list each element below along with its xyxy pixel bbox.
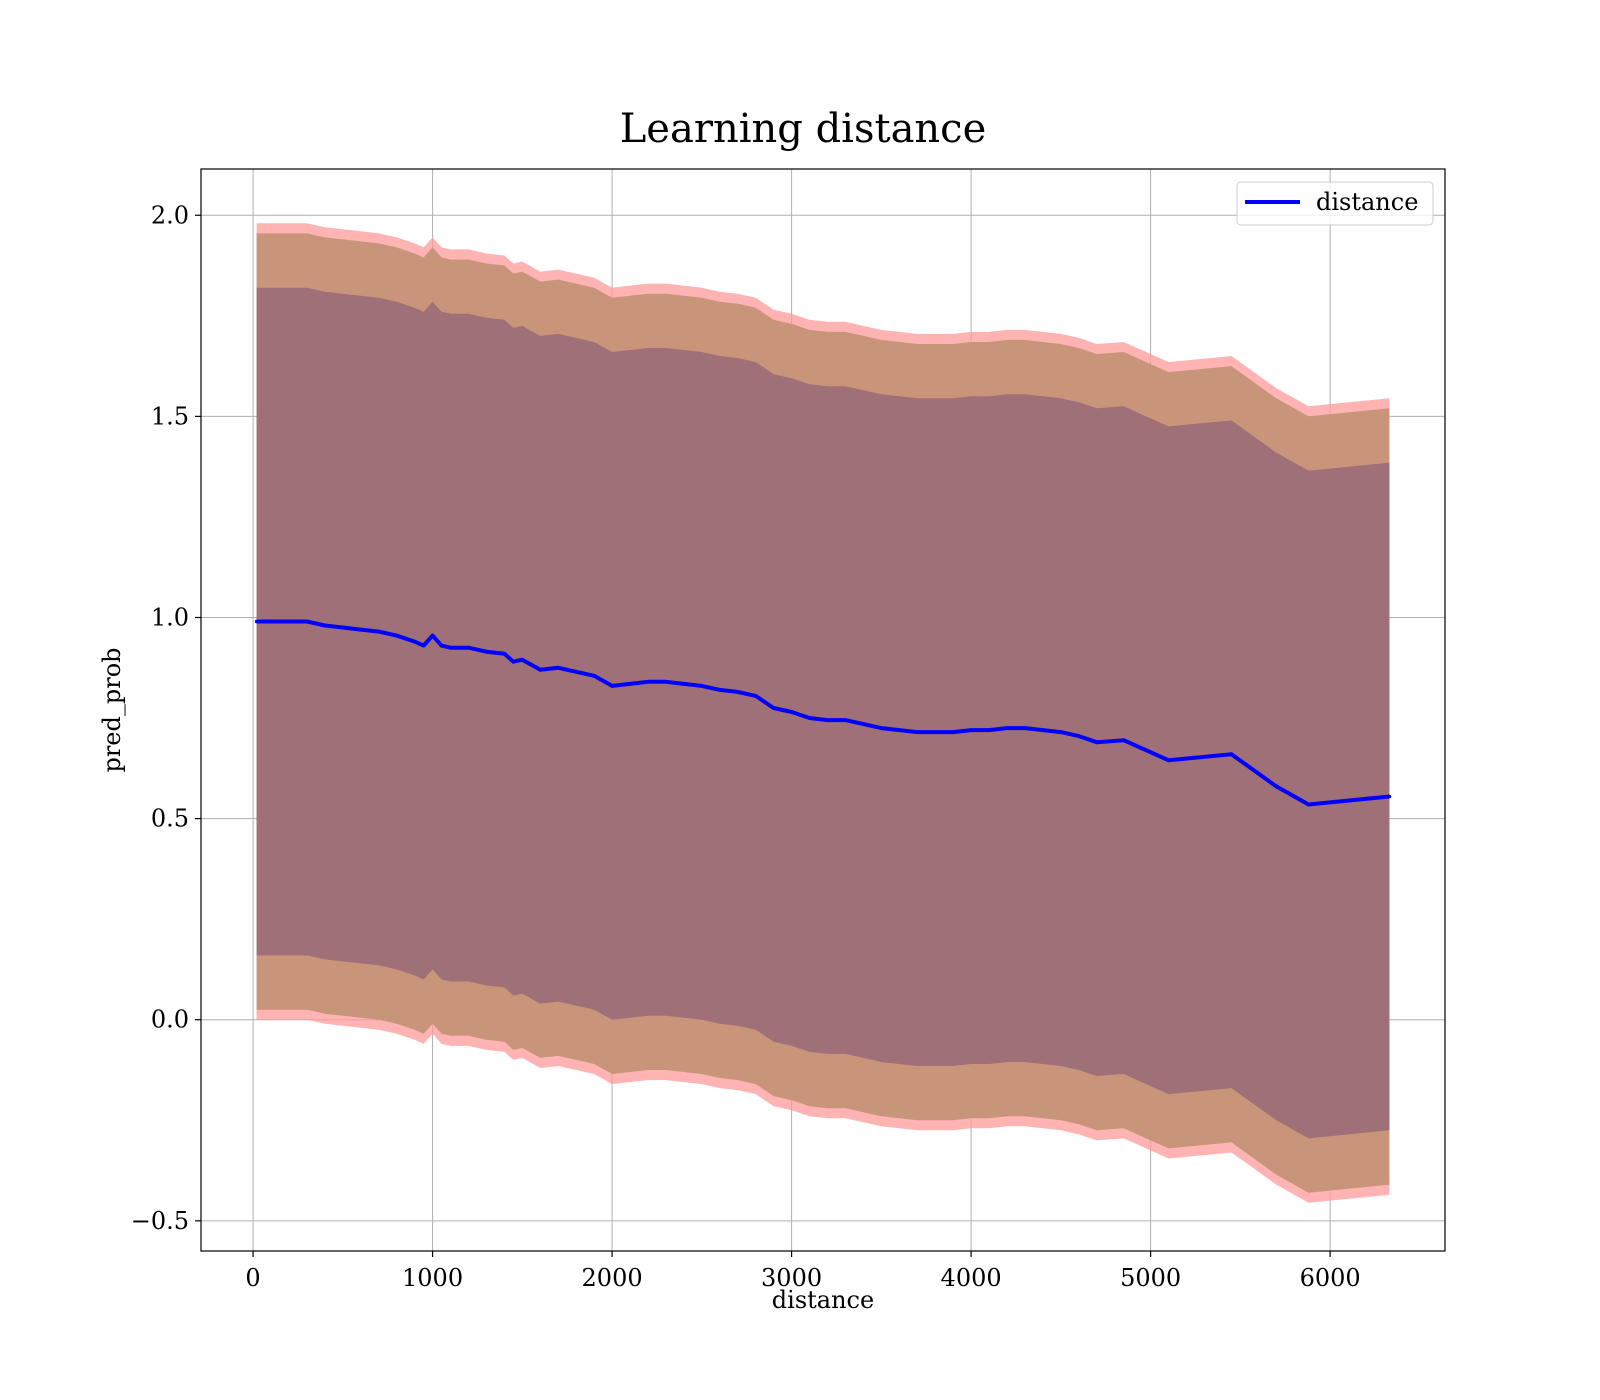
data-point (879, 726, 884, 730)
data-point (700, 684, 704, 688)
data-point (1274, 784, 1279, 789)
x-tick-label: 3000 (761, 1264, 822, 1292)
data-point (771, 706, 776, 710)
data-point (448, 645, 453, 650)
data-point (484, 649, 489, 654)
data-point (323, 623, 327, 628)
data-point (1005, 726, 1009, 730)
x-tick-label: 1000 (402, 1264, 463, 1292)
data-point (538, 668, 543, 672)
inner-band (256, 287, 1390, 1139)
data-point (825, 718, 830, 722)
data-point (753, 694, 758, 698)
y-tick-label: 0.0 (151, 1006, 189, 1034)
data-point (915, 730, 919, 734)
chart-title: Learning distance (620, 106, 987, 152)
y-tick-label: 2.0 (151, 201, 189, 229)
data-point (592, 674, 596, 678)
data-point (1095, 740, 1099, 744)
data-point (987, 728, 991, 732)
data-point (511, 659, 516, 664)
x-axis-label: distance (772, 1286, 874, 1314)
data-point (430, 633, 435, 638)
data-point (1148, 750, 1153, 754)
data-point (789, 710, 794, 714)
x-tick-label: 0 (245, 1264, 260, 1292)
legend: distance (1236, 181, 1434, 226)
x-tick-label: 4000 (941, 1264, 1002, 1292)
data-point (341, 625, 345, 630)
data-point (412, 639, 417, 644)
data-point (1166, 758, 1171, 763)
data-point (376, 629, 381, 634)
data-point (1041, 728, 1045, 732)
line-layer (254, 619, 1392, 807)
data-point (1121, 738, 1126, 742)
data-point (421, 643, 426, 648)
data-point (646, 680, 650, 684)
data-point (933, 730, 937, 734)
data-point (969, 728, 973, 732)
data-point (682, 682, 686, 686)
data-point (287, 619, 291, 624)
data-point (951, 730, 955, 734)
data-point (664, 680, 668, 684)
y-axis-label: pred_prob (98, 647, 126, 772)
data-point (628, 682, 632, 686)
x-tick-label: 6000 (1300, 1264, 1361, 1292)
data-point (439, 643, 444, 648)
data-point (254, 619, 259, 624)
data-point (1077, 734, 1081, 738)
legend-label: distance (1316, 188, 1418, 216)
data-point (574, 670, 578, 674)
data-point (1229, 752, 1234, 756)
data-point (762, 700, 767, 704)
data-point (718, 688, 722, 692)
data-point (1306, 802, 1311, 807)
data-point (861, 722, 866, 726)
data-point (1387, 794, 1392, 799)
data-point (843, 718, 848, 722)
y-tick-label: 1.0 (151, 603, 189, 631)
data-point (520, 657, 525, 662)
data-point (556, 666, 560, 670)
data-point (735, 690, 740, 694)
x-tick-label: 5000 (1120, 1264, 1181, 1292)
data-point (394, 633, 399, 638)
data-point (502, 651, 507, 656)
tick-layer: 0 1000 2000 3000 4000 5000 6000 −0.5 0.0 0.5 1.0 1.… (131, 201, 1361, 1292)
legend-box (1236, 181, 1434, 226)
data-point (1059, 730, 1063, 734)
y-tick-label: 0.5 (151, 805, 189, 833)
data-point (305, 619, 309, 624)
data-point (610, 684, 614, 688)
data-point (269, 619, 273, 624)
data-point (1023, 726, 1027, 730)
x-tick-label: 2000 (582, 1264, 643, 1292)
y-tick-label: 1.5 (151, 402, 189, 430)
y-tick-label: −0.5 (131, 1207, 189, 1235)
data-point (807, 716, 812, 720)
band-layer (256, 223, 1390, 1203)
plot-frame (200, 168, 1446, 1252)
data-point (897, 728, 902, 732)
data-point (359, 627, 363, 632)
data-point (466, 645, 471, 650)
